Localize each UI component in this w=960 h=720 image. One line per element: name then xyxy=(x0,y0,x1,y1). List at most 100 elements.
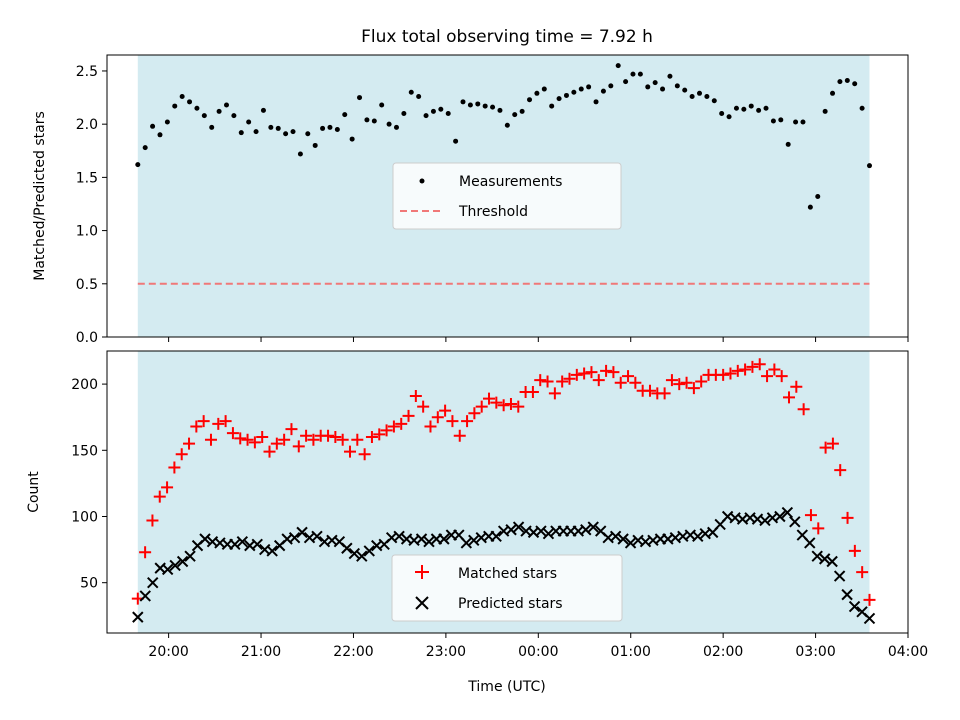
measurement-point xyxy=(512,112,518,118)
matched-stars-point xyxy=(541,375,554,388)
measurement-point xyxy=(711,98,717,104)
measurement-point xyxy=(268,124,274,130)
measurement-point xyxy=(393,124,399,130)
measurement-point xyxy=(297,151,303,157)
measurement-point xyxy=(290,129,296,135)
predicted-stars-point xyxy=(184,550,196,562)
matched-stars-point xyxy=(146,514,159,527)
matched-stars-point xyxy=(622,370,635,383)
measurement-point xyxy=(763,105,769,111)
matched-stars-point xyxy=(439,404,452,417)
y-tick-label: 50 xyxy=(80,576,98,592)
predicted-stars-point xyxy=(468,534,480,547)
measurement-point xyxy=(172,103,178,109)
matched-stars-point xyxy=(826,437,839,450)
measurement-point xyxy=(793,119,799,125)
measurement-point xyxy=(807,204,813,210)
predicted-stars-point xyxy=(415,533,428,545)
matched-stars-point xyxy=(600,364,613,377)
predicted-stars-point xyxy=(512,521,525,533)
matched-stars-point xyxy=(695,375,708,388)
measurement-point xyxy=(837,79,843,85)
legend-matched-marker xyxy=(415,565,429,579)
matched-stars-point xyxy=(863,593,876,606)
predicted-stars-point xyxy=(176,555,189,568)
matched-stars-point xyxy=(665,374,678,387)
measurement-point xyxy=(697,90,703,96)
measurement-point xyxy=(778,117,784,123)
legend-measurements-marker xyxy=(419,178,425,184)
predicted-stars-point xyxy=(692,530,704,543)
x-tick-label: 02:00 xyxy=(703,644,743,660)
measurement-point xyxy=(408,89,414,95)
predicted-stars-point xyxy=(490,530,502,543)
predicted-stars-point xyxy=(781,506,794,519)
matched-stars-point xyxy=(680,376,693,389)
measurement-point xyxy=(866,163,872,169)
predicted-stars-point xyxy=(774,510,786,523)
matched-stars-point xyxy=(307,433,320,446)
measurement-point xyxy=(438,106,444,112)
matched-stars-point xyxy=(175,448,188,461)
matched-stars-point xyxy=(373,428,386,441)
matched-stars-point xyxy=(453,429,466,442)
y-tick-label: 0.5 xyxy=(76,277,98,293)
legend-predicted-marker xyxy=(415,596,429,610)
predicted-stars-point xyxy=(617,533,629,545)
measurement-point xyxy=(733,105,739,111)
predicted-stars-point xyxy=(587,521,599,533)
matched-stars-point xyxy=(431,411,444,424)
top-panel: 0.0 0.5 1.0 1.5 2.0 2.5 Flux total observing … xyxy=(32,27,909,346)
measurement-point xyxy=(608,83,614,89)
matched-stars-point xyxy=(380,424,393,437)
top-y-axis-label: Matched/Predicted stars xyxy=(32,111,48,281)
matched-stars-point xyxy=(490,396,503,409)
measurement-point xyxy=(571,89,577,95)
predicted-stars-point xyxy=(251,538,263,551)
measurement-point xyxy=(386,121,392,127)
matched-stars-point xyxy=(351,433,364,446)
measurement-point xyxy=(770,118,776,124)
predicted-stars-point xyxy=(266,545,278,557)
y-tick-label: 0.0 xyxy=(76,330,98,346)
measurement-point xyxy=(342,112,348,118)
y-tick-label: 2.5 xyxy=(76,64,98,80)
measurement-point xyxy=(593,99,599,105)
predicted-stars-point xyxy=(161,563,174,576)
measurement-point xyxy=(844,78,850,84)
matched-stars-point xyxy=(241,433,254,446)
predicted-stars-point xyxy=(229,538,241,551)
measurement-point xyxy=(445,111,451,117)
top-y-ticks: 0.0 0.5 1.0 1.5 2.0 2.5 xyxy=(76,64,107,346)
measurement-point xyxy=(586,84,592,90)
matched-stars-point xyxy=(461,415,474,428)
matched-stars-point xyxy=(607,366,620,379)
measurement-point xyxy=(179,94,185,100)
measurement-point xyxy=(260,107,266,113)
measurement-point xyxy=(460,99,466,105)
legend-matched-label: Matched stars xyxy=(458,566,557,582)
y-tick-label: 1.0 xyxy=(76,224,98,240)
x-tick-label: 01:00 xyxy=(611,644,651,660)
predicted-stars-point xyxy=(624,537,637,549)
measurement-point xyxy=(231,113,237,119)
matched-stars-point xyxy=(534,374,547,387)
predicted-stars-point xyxy=(848,600,861,613)
y-tick-label: 200 xyxy=(71,377,98,393)
matched-stars-point xyxy=(446,415,459,428)
matched-stars-point xyxy=(475,400,488,413)
predicted-stars-point xyxy=(505,524,517,536)
measurement-point xyxy=(726,114,732,120)
measurement-point xyxy=(364,117,370,123)
matched-stars-point xyxy=(731,364,744,377)
measurement-point xyxy=(423,113,429,119)
measurement-point xyxy=(563,92,569,98)
matched-stars-point xyxy=(336,433,349,446)
matched-stars-point xyxy=(578,367,591,380)
measurement-point xyxy=(194,105,200,111)
bottom-x-ticks: 20:00 21:00 22:00 23:00 00:00 01:00 02:00 03:00… xyxy=(148,633,928,660)
matched-stars-point xyxy=(343,445,356,458)
bottom-y-ticks: 50 100 150 200 xyxy=(71,377,107,592)
matched-stars-point xyxy=(329,431,342,444)
matched-stars-point xyxy=(614,376,627,389)
